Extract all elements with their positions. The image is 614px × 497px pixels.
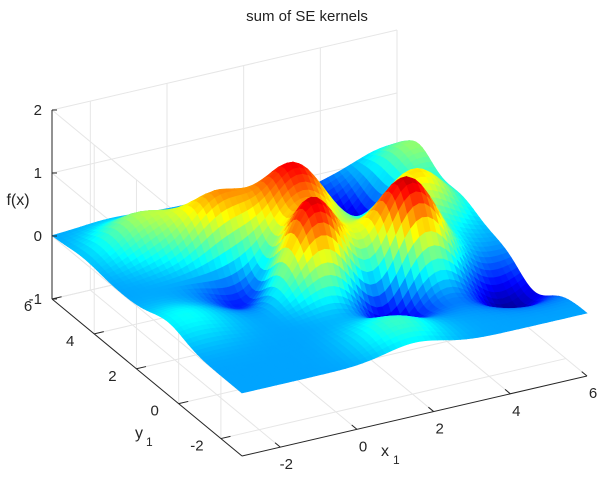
y-tick-label: 6: [24, 298, 32, 315]
grid-line: [51, 92, 398, 174]
y-tick-label: -2: [190, 438, 203, 455]
x-axis-line: [241, 375, 588, 457]
chart-title: sum of SE kernels: [246, 8, 368, 25]
y-axis-line: [51, 298, 243, 457]
grid-line: [220, 358, 567, 440]
x-axis-label-sub: 1: [393, 453, 400, 467]
x-axis-label: x: [381, 443, 389, 460]
y-axis-label-sub: 1: [146, 435, 153, 449]
y-tick-label: 2: [108, 368, 116, 385]
x-tick-label: 0: [359, 438, 367, 455]
x-tick: [428, 406, 434, 412]
grid-line: [90, 289, 281, 448]
z-tick-label: 0: [34, 228, 42, 245]
surface-mesh: [51, 140, 588, 394]
x-tick: [581, 371, 588, 377]
z-tick-label: -1: [29, 291, 42, 308]
z-tick-label: 1: [34, 165, 42, 182]
x-tick: [351, 424, 358, 430]
y-tick: [94, 331, 104, 335]
z-axis-label: f(x): [6, 192, 29, 209]
grid-line: [51, 29, 398, 111]
y-axis-label: y: [135, 425, 143, 442]
y-tick: [220, 435, 231, 440]
x-tick-label: -2: [280, 456, 293, 473]
x-tick: [274, 442, 281, 448]
x-tick-label: 6: [589, 385, 597, 402]
surface-patch: [577, 310, 588, 315]
x-tick-label: 4: [512, 403, 520, 420]
x-tick-label: 2: [435, 421, 443, 438]
z-tick-label: 2: [34, 102, 42, 119]
y-tick-label: 4: [66, 333, 74, 350]
y-tick: [178, 400, 189, 405]
y-tick: [136, 366, 147, 370]
y-tick-label: 0: [150, 403, 158, 420]
x-tick: [504, 389, 511, 395]
